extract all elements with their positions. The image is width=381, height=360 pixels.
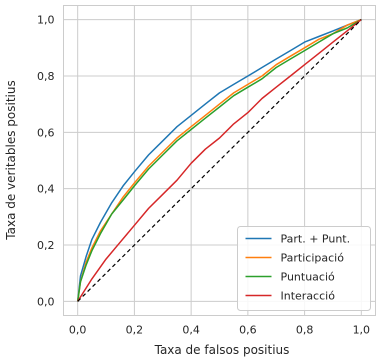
- x-tick-label: 1,0: [353, 324, 371, 337]
- series-line-1: [76, 18, 362, 302]
- series-lines: [76, 18, 362, 302]
- grid-lines: [63, 5, 376, 316]
- series-line-4: [77, 19, 362, 302]
- y-tick-label: 0,4: [37, 183, 55, 196]
- y-tick-label: 0,6: [37, 126, 55, 139]
- legend-box: [237, 226, 371, 311]
- x-tick-label: 0,2: [126, 324, 144, 337]
- x-tick-label: 0,6: [239, 324, 257, 337]
- legend-label: Part. + Punt.: [281, 233, 351, 246]
- tick-labels: 0,0 0,2 0,4 0,6 0,8 1,0 0,0 0,2 0,4 0,6 0,8 1,0: [37, 14, 370, 337]
- plot-area-frame: [63, 5, 376, 316]
- series-line-2: [76, 18, 362, 302]
- y-tick-label: 0,2: [37, 239, 55, 252]
- y-tick-label: 1,0: [37, 14, 55, 27]
- legend-label: Interacció: [281, 290, 336, 303]
- chance-diagonal-line: [77, 19, 362, 302]
- legend-label: Participació: [281, 252, 345, 265]
- y-tick-label: 0,0: [37, 295, 55, 308]
- series-line-3: [76, 18, 362, 302]
- legend: Part. + Punt. Participació Puntuació Intera…: [237, 226, 371, 311]
- x-axis-label: Taxa de falsos positius: [154, 343, 290, 357]
- legend-label: Puntuació: [281, 271, 336, 284]
- x-tick-label: 0,8: [296, 324, 314, 337]
- x-tick-label: 0,0: [69, 324, 87, 337]
- y-tick-label: 0,8: [37, 70, 55, 83]
- x-tick-label: 0,4: [182, 324, 200, 337]
- y-axis-label: Taxa de veritables positius: [4, 80, 18, 240]
